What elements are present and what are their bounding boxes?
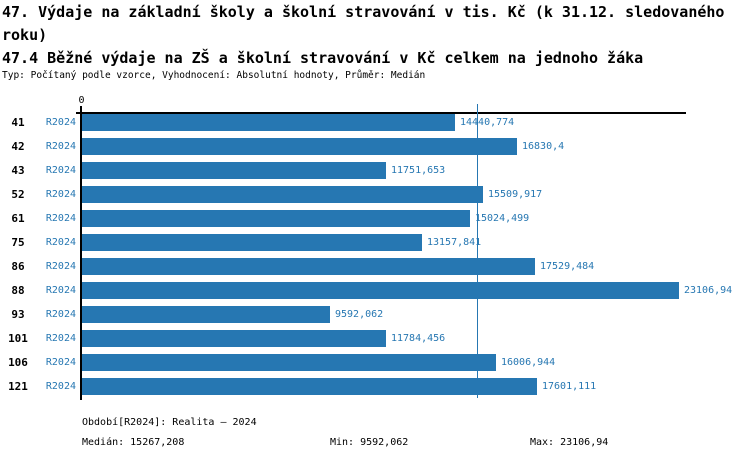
bar [82, 258, 535, 275]
row-category-label: 61 [11, 212, 25, 225]
row-category-label: 41 [11, 116, 25, 129]
bar [82, 330, 386, 347]
chart-meta-info: Typ: Počítaný podle vzorce, Vyhodnocení:… [2, 70, 426, 81]
row-series-label: R2024 [45, 333, 76, 344]
bar [82, 354, 496, 371]
bar-value-label: 11751,653 [391, 165, 446, 176]
row-series-label: R2024 [45, 285, 76, 296]
median-reference-line [477, 104, 478, 398]
chart-title-line1: 47. Výdaje na základní školy a školní st… [2, 3, 725, 21]
row-series-label: R2024 [45, 309, 76, 320]
bar [82, 378, 537, 395]
bar [82, 186, 483, 203]
bar-value-label: 11784,456 [391, 333, 446, 344]
bar-value-label: 15509,917 [488, 189, 543, 200]
row-series-label: R2024 [45, 357, 76, 368]
median-stat-label: Medián: 15267,208 [82, 437, 185, 448]
row-series-label: R2024 [45, 213, 76, 224]
row-category-label: 88 [11, 284, 25, 297]
bar-value-label: 17601,111 [542, 381, 597, 392]
x-axis-line [76, 112, 686, 114]
chart-subtitle: 47.4 Běžné výdaje na ZŠ a školní stravov… [2, 49, 644, 67]
max-stat-label: Max: 23106,94 [530, 437, 609, 448]
row-series-label: R2024 [45, 261, 76, 272]
bar-value-label: 9592,062 [335, 309, 384, 320]
row-category-label: 43 [11, 164, 25, 177]
bar-value-label: 14440,774 [460, 117, 515, 128]
row-category-label: 42 [11, 140, 25, 153]
row-category-label: 121 [8, 380, 28, 393]
row-category-label: 86 [11, 260, 25, 273]
row-category-label: 75 [11, 236, 25, 249]
row-series-label: R2024 [45, 189, 76, 200]
bar-value-label: 15024,499 [475, 213, 530, 224]
row-series-label: R2024 [45, 165, 76, 176]
bar-value-label: 17529,484 [540, 261, 595, 272]
row-series-label: R2024 [45, 237, 76, 248]
bar-value-label: 23106,94 [684, 285, 733, 296]
row-category-label: 93 [11, 308, 25, 321]
row-category-label: 101 [8, 332, 28, 345]
bar [82, 210, 470, 227]
bar [82, 282, 679, 299]
bar [82, 234, 422, 251]
row-category-label: 52 [11, 188, 25, 201]
row-series-label: R2024 [45, 117, 76, 128]
bar [82, 114, 455, 131]
period-legend: Období[R2024]: Realita – 2024 [82, 417, 257, 428]
row-series-label: R2024 [45, 381, 76, 392]
x-axis-zero-tick-label: 0 [78, 95, 85, 106]
min-stat-label: Min: 9592,062 [330, 437, 409, 448]
bar [82, 138, 517, 155]
bar-value-label: 16006,944 [501, 357, 556, 368]
y-axis-line [80, 106, 82, 400]
bar [82, 306, 330, 323]
chart-title-line2: roku) [2, 26, 48, 44]
bar-value-label: 16830,4 [522, 141, 565, 152]
row-series-label: R2024 [45, 141, 76, 152]
bar-value-label: 13157,841 [427, 237, 482, 248]
bar [82, 162, 386, 179]
row-category-label: 106 [8, 356, 28, 369]
